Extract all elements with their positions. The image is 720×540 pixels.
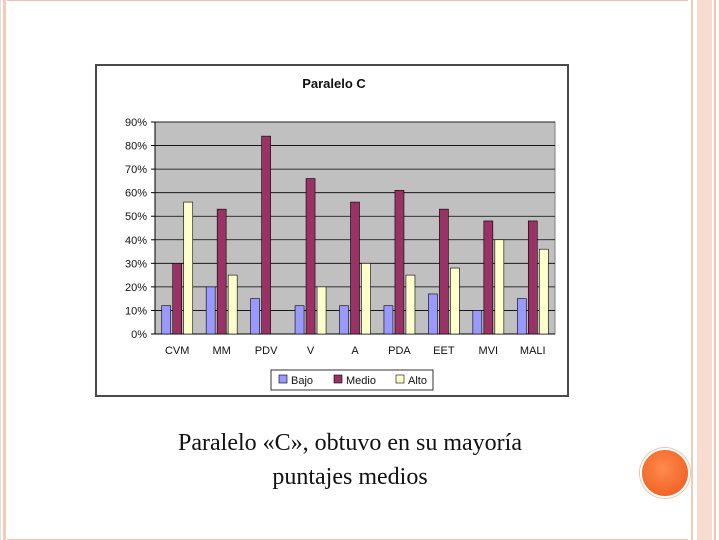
bar-alto-eet	[450, 267, 460, 335]
y-tick-label: 60%	[125, 188, 147, 200]
x-tick-label: MM	[213, 345, 231, 357]
bar-chart: Paralelo C 0% 10% 20% 30% 40% 50% 60% 70% 80% 90%…	[125, 76, 556, 391]
y-tick-label: 40%	[125, 235, 147, 247]
y-tick-label: 90%	[125, 117, 147, 129]
legend-label-bajo: Bajo	[291, 375, 313, 387]
bar-alto-pda	[405, 274, 416, 335]
y-tick-label: 0%	[131, 329, 147, 341]
chart-frame: Paralelo C 0% 10% 20% 30% 40% 50% 60% 70% 80% 90%…	[95, 64, 569, 397]
orange-circle-decoration	[640, 448, 690, 498]
bar-medio-mm	[216, 208, 227, 335]
legend: Bajo Medio Alto	[270, 369, 434, 391]
bar-bajo-pda	[383, 305, 394, 335]
right-decorative-bands	[688, 0, 720, 540]
x-tick-label: A	[351, 345, 359, 357]
bar-medio-pdv	[261, 135, 271, 335]
x-axis: CVM MM PDV V A PDA EET MVI MALI	[155, 333, 555, 357]
x-tick-label: MALI	[520, 345, 546, 357]
caption-line-2: puntajes medios	[272, 464, 428, 490]
x-tick-label: CVM	[165, 345, 189, 357]
x-tick-label: EET	[433, 345, 455, 357]
bar-bajo-mvi	[472, 310, 483, 335]
legend-swatch-medio	[333, 374, 343, 384]
bars	[161, 135, 549, 335]
bar-medio-mali	[527, 220, 538, 335]
slide-caption: Paralelo «C», obtuvo en su mayoría punta…	[120, 426, 580, 494]
bar-alto-mm	[227, 274, 238, 335]
y-tick-label: 80%	[125, 141, 147, 153]
bar-bajo-mali	[516, 298, 527, 335]
x-tick-label: MVI	[479, 345, 499, 357]
y-tick-label: 50%	[125, 211, 147, 223]
bar-alto-cvm	[183, 201, 194, 335]
bar-medio-a	[350, 201, 360, 335]
bar-bajo-pdv	[250, 298, 260, 335]
bar-alto-v	[316, 286, 327, 335]
legend-swatch-bajo	[278, 374, 288, 384]
chart-title: Paralelo C	[302, 76, 366, 91]
bar-alto-a	[361, 263, 371, 335]
bar-medio-mvi	[483, 220, 494, 335]
y-axis: 0% 10% 20% 30% 40% 50% 60% 70% 80% 90%	[125, 117, 156, 341]
x-tick-label: PDV	[255, 345, 278, 357]
bar-bajo-v	[294, 305, 305, 335]
legend-label-medio: Medio	[346, 375, 376, 387]
bar-bajo-cvm	[161, 305, 172, 335]
y-tick-label: 20%	[125, 282, 147, 294]
bar-medio-cvm	[172, 263, 183, 335]
bar-bajo-eet	[428, 293, 438, 335]
legend-swatch-alto	[395, 374, 405, 384]
legend-box	[270, 369, 434, 391]
x-tick-label: V	[307, 345, 315, 357]
bar-bajo-a	[339, 305, 349, 335]
legend-label-alto: Alto	[408, 375, 427, 387]
bar-medio-eet	[439, 208, 449, 335]
bar-medio-v	[305, 178, 316, 335]
y-tick-label: 10%	[125, 305, 147, 317]
bar-bajo-mm	[205, 286, 216, 335]
x-tick-label: PDA	[388, 345, 411, 357]
y-tick-label: 30%	[125, 258, 147, 270]
bar-alto-mali	[538, 248, 549, 335]
caption-line-1: Paralelo «C», obtuvo en su mayoría	[178, 430, 522, 456]
y-tick-label: 70%	[125, 164, 147, 176]
bar-medio-pda	[394, 190, 405, 335]
left-decorative-band	[0, 0, 7, 540]
bar-alto-mvi	[494, 239, 505, 335]
